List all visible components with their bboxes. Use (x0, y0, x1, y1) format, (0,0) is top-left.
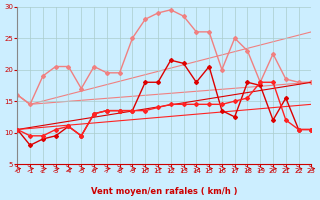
X-axis label: Vent moyen/en rafales ( km/h ): Vent moyen/en rafales ( km/h ) (91, 187, 238, 196)
